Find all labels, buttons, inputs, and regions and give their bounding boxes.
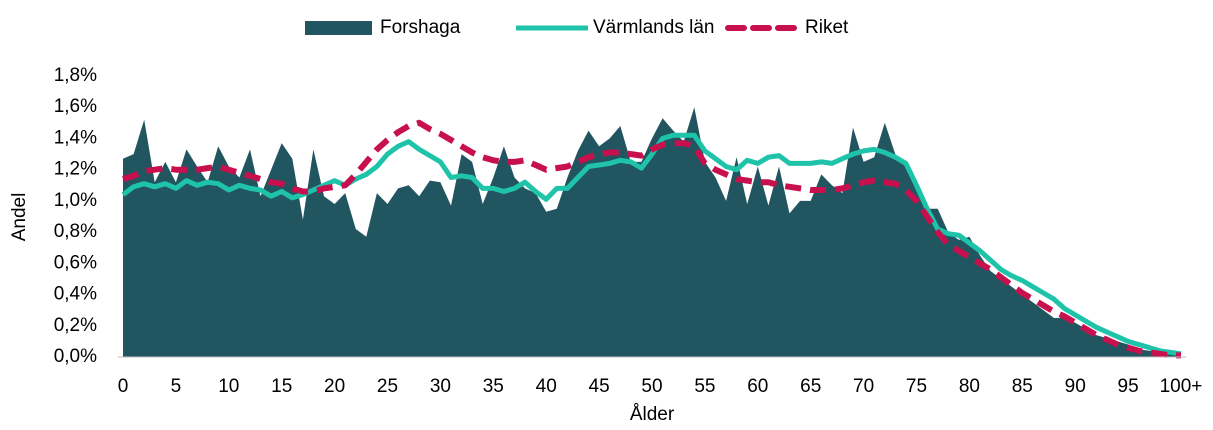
y-tick-label: 1,8%: [54, 65, 97, 86]
x-tick-label: 90: [1065, 376, 1086, 397]
y-tick-label: 0,6%: [54, 252, 97, 273]
x-tick-label: 35: [483, 376, 504, 397]
x-tick-label: 40: [536, 376, 557, 397]
x-tick-label: 15: [271, 376, 292, 397]
y-tick-label: 0,4%: [54, 284, 97, 305]
x-axis-label: Ålder: [630, 404, 675, 425]
legend-swatch: [305, 21, 372, 35]
x-tick-label: 60: [747, 376, 768, 397]
y-tick-label: 0,8%: [54, 221, 97, 242]
y-tick-label: 1,6%: [54, 96, 97, 117]
x-tick-label: 10: [218, 376, 239, 397]
y-tick-label: 0,2%: [54, 315, 97, 336]
legend-label: Riket: [805, 17, 849, 38]
y-axis-label: Andel: [9, 193, 30, 242]
x-tick-label: 85: [1012, 376, 1033, 397]
legend-label: Värmlands län: [593, 17, 714, 38]
x-tick-label: 95: [1118, 376, 1139, 397]
area: [123, 107, 1181, 357]
x-tick-label: 80: [959, 376, 980, 397]
y-tick-label: 1,4%: [54, 127, 97, 148]
x-tick-label: 55: [694, 376, 715, 397]
x-tick-label: 45: [589, 376, 610, 397]
y-tick-label: 1,0%: [54, 190, 97, 211]
x-tick-label: 50: [641, 376, 662, 397]
y-tick-label: 0,0%: [54, 346, 97, 367]
y-tick-label: 1,2%: [54, 159, 97, 180]
x-tick-label: 70: [853, 376, 874, 397]
legend-label: Forshaga: [380, 17, 461, 38]
line: [122, 119, 1181, 359]
x-tick-label: 100+: [1160, 376, 1203, 397]
x-tick-label: 30: [430, 376, 451, 397]
x-tick-label: 75: [906, 376, 927, 397]
x-tick-label: 0: [118, 376, 129, 397]
x-tick-label: 25: [377, 376, 398, 397]
x-tick-label: 65: [800, 376, 821, 397]
line: [121, 132, 1182, 357]
x-tick-label: 20: [324, 376, 345, 397]
x-tick-label: 5: [171, 376, 182, 397]
